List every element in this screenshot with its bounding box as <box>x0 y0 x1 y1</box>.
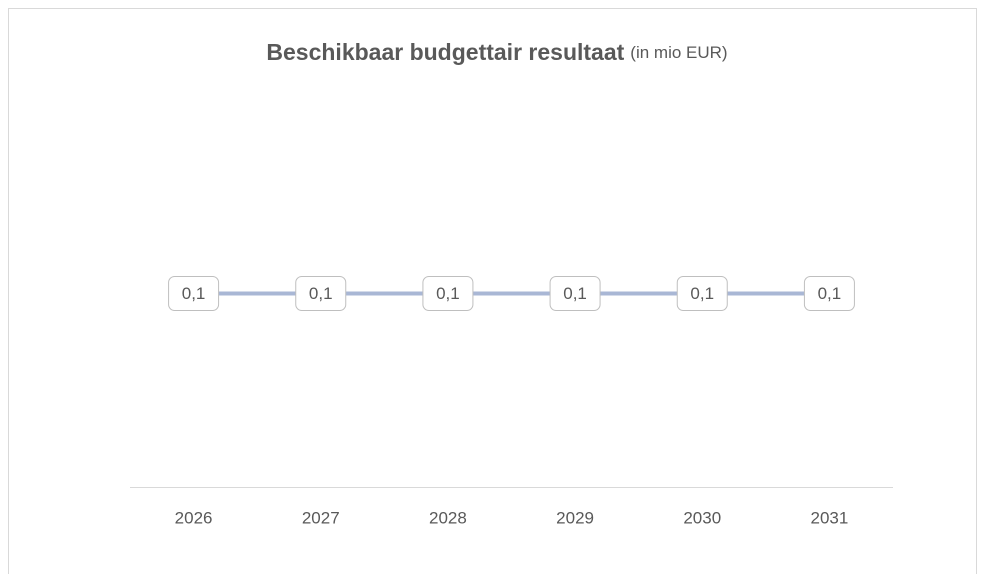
x-tick-label: 2026 <box>175 508 213 527</box>
data-label: 0,1 <box>436 284 460 303</box>
data-label: 0,1 <box>563 284 587 303</box>
x-tick-label: 2029 <box>556 508 594 527</box>
x-tick-label: 2031 <box>811 508 849 527</box>
x-tick-label: 2030 <box>683 508 721 527</box>
data-label-box <box>549 276 601 311</box>
chart-subtitle: (in mio EUR) <box>630 43 727 62</box>
chart-title: Beschikbaar budgettair resultaat <box>266 39 624 65</box>
chart-heading: Beschikbaar budgettair resultaat (in mio … <box>266 39 727 65</box>
data-label-box <box>168 276 220 311</box>
data-label: 0,1 <box>182 284 206 303</box>
data-label: 0,1 <box>818 284 842 303</box>
data-label-box <box>803 276 855 311</box>
x-tick-label: 2027 <box>302 508 340 527</box>
x-tick-label: 2028 <box>429 508 467 527</box>
data-label-box <box>295 276 347 311</box>
data-label: 0,1 <box>690 284 714 303</box>
data-label: 0,1 <box>309 284 333 303</box>
data-label-box <box>422 276 474 311</box>
data-label-box <box>676 276 728 311</box>
chart-border <box>8 8 977 574</box>
